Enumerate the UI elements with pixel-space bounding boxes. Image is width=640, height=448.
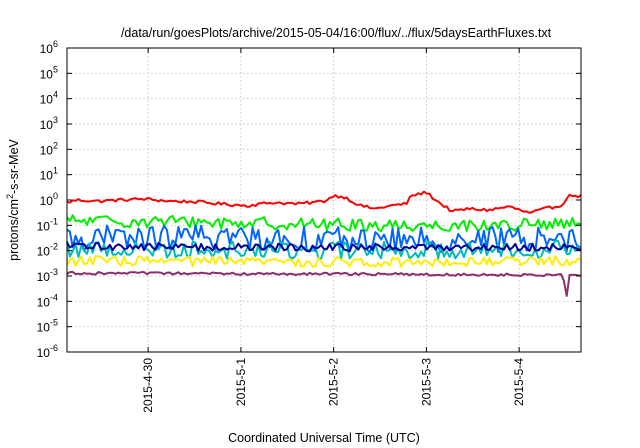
y-tick-label: 101 xyxy=(40,166,58,183)
y-tick-label: 10-6 xyxy=(37,343,58,360)
y-axis-label: protons/cm2-s-sr-MeV xyxy=(5,138,21,260)
plot-frame xyxy=(66,47,582,353)
y-tick-label: 10-2 xyxy=(37,242,58,259)
y-axis-label-suffix: -s-sr-MeV xyxy=(7,138,21,194)
series-line-2 xyxy=(66,214,582,233)
x-tick-label: 2015-5-4 xyxy=(512,358,526,406)
y-tick-label: 106 xyxy=(40,39,58,56)
series-line-7 xyxy=(66,270,582,297)
y-axis-label-sup: 2 xyxy=(5,194,15,199)
x-tick-label: 2015-5-2 xyxy=(327,358,341,406)
y-tick-label: 10-1 xyxy=(37,216,58,233)
y-tick-label: 10-4 xyxy=(37,292,58,309)
series-lines xyxy=(66,190,582,297)
y-tick-label: 100 xyxy=(40,191,58,208)
series-line-6 xyxy=(66,255,582,268)
series-line-3 xyxy=(66,224,582,254)
x-axis-label: Coordinated Universal Time (UTC) xyxy=(228,431,420,445)
y-tick-label: 102 xyxy=(40,140,58,157)
series-line-5 xyxy=(66,241,582,253)
x-tick-label: 2015-5-1 xyxy=(234,358,248,406)
y-tick-label: 103 xyxy=(40,115,58,132)
x-tick-label: 2015-5-3 xyxy=(419,358,433,406)
y-tick-label: 10-3 xyxy=(37,267,58,284)
y-axis-label-prefix: protons/cm xyxy=(7,199,21,261)
y-tick-label: 104 xyxy=(40,90,58,107)
y-tick-label: 105 xyxy=(40,64,58,81)
series-line-1 xyxy=(66,190,582,214)
axes: 10-6 10-5 10-4 10-3 10-2 10-1 100 101 102 103 104 1… xyxy=(37,39,581,413)
y-tick-label: 10-5 xyxy=(37,318,58,335)
chart-title: /data/run/goesPlots/archive/2015-05-04/1… xyxy=(121,26,552,40)
x-tick-label: 2015-4-30 xyxy=(141,358,155,413)
